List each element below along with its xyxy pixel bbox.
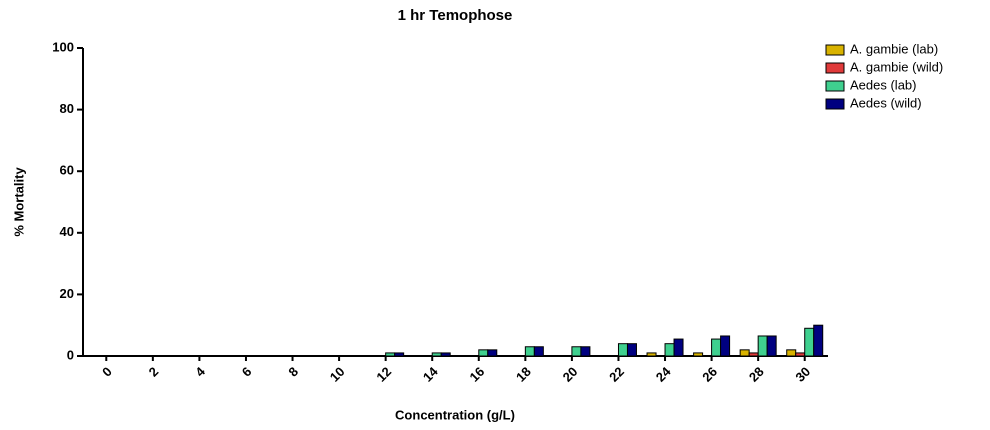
bar bbox=[795, 352, 806, 357]
legend-label: Aedes (lab) bbox=[850, 77, 916, 92]
x-tick-label: 2 bbox=[146, 364, 162, 380]
bar bbox=[617, 343, 628, 357]
x-tick-label: 6 bbox=[239, 364, 255, 380]
bar bbox=[673, 338, 684, 357]
y-tick-label: 0 bbox=[67, 347, 74, 362]
bar bbox=[804, 327, 815, 357]
x-tick-label: 10 bbox=[327, 364, 348, 385]
x-tick-label: 28 bbox=[746, 364, 767, 385]
bar bbox=[748, 352, 759, 357]
x-axis-title: Concentration (g/L) bbox=[395, 407, 515, 422]
bar bbox=[626, 343, 637, 357]
bar bbox=[580, 346, 591, 357]
legend-label: Aedes (wild) bbox=[850, 95, 922, 110]
y-tick-label: 60 bbox=[60, 163, 74, 178]
x-tick-label: 4 bbox=[192, 363, 208, 379]
bar bbox=[693, 352, 704, 357]
bar bbox=[664, 343, 675, 357]
x-tick-label: 14 bbox=[420, 363, 441, 384]
x-tick-label: 22 bbox=[606, 364, 627, 385]
x-tick-label: 18 bbox=[513, 364, 534, 385]
bar bbox=[478, 349, 489, 357]
y-tick-label: 80 bbox=[60, 101, 74, 116]
legend-swatch bbox=[825, 80, 845, 92]
bar bbox=[757, 335, 768, 357]
bar bbox=[394, 352, 405, 357]
bar bbox=[813, 324, 824, 357]
y-tick-label: 20 bbox=[60, 286, 74, 301]
y-tick-label: 40 bbox=[60, 224, 74, 239]
bar bbox=[487, 349, 498, 357]
bar bbox=[431, 352, 442, 357]
bar bbox=[571, 346, 582, 357]
bar bbox=[524, 346, 535, 357]
y-tick-label: 100 bbox=[52, 39, 74, 54]
bar bbox=[711, 338, 722, 357]
x-tick-label: 0 bbox=[99, 364, 115, 380]
x-tick-label: 24 bbox=[653, 363, 674, 384]
x-tick-label: 12 bbox=[373, 364, 394, 385]
bar bbox=[440, 352, 451, 357]
x-tick-label: 8 bbox=[285, 364, 301, 380]
legend-label: A. gambie (lab) bbox=[850, 41, 938, 56]
x-tick-label: 16 bbox=[466, 364, 487, 385]
bar bbox=[766, 335, 777, 357]
x-tick-label: 30 bbox=[792, 364, 813, 385]
bar bbox=[646, 352, 657, 357]
legend-swatch bbox=[825, 98, 845, 110]
chart-title: 1 hr Temophose bbox=[398, 7, 513, 24]
y-axis-title: % Mortality bbox=[11, 167, 26, 237]
x-tick-label: 26 bbox=[699, 364, 720, 385]
bar bbox=[533, 346, 544, 357]
legend-label: A. gambie (wild) bbox=[850, 59, 943, 74]
bar bbox=[786, 349, 797, 357]
bar bbox=[385, 352, 396, 357]
legend-swatch bbox=[825, 62, 845, 74]
bar bbox=[720, 335, 731, 357]
bar bbox=[739, 349, 750, 357]
legend-swatch bbox=[825, 44, 845, 56]
x-tick-label: 20 bbox=[560, 364, 581, 385]
